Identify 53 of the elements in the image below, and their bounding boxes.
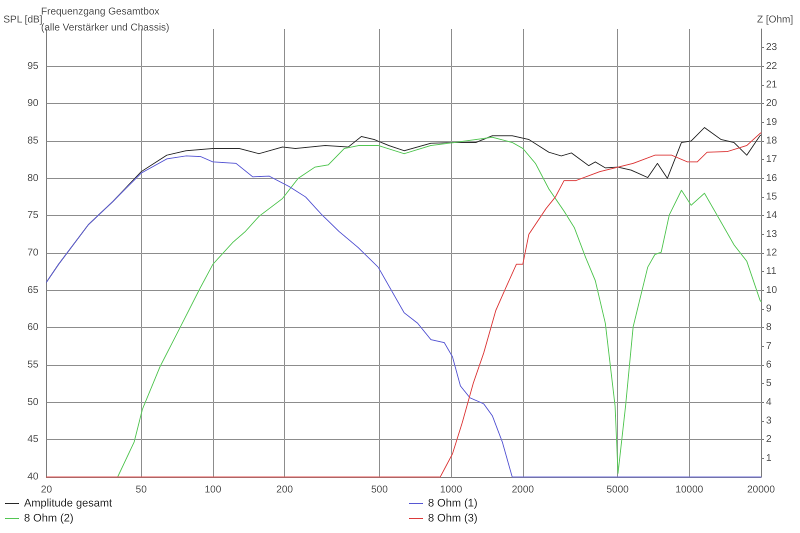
y-tick-label: 65 — [27, 284, 39, 296]
y2-tick-label: 8 — [766, 322, 772, 334]
y2-tick-label: 18 — [766, 136, 778, 146]
x-tick-label: 1000 — [440, 484, 463, 496]
y-tick-label: 80 — [27, 172, 39, 184]
y-tick-label: 75 — [27, 210, 39, 222]
y2-tick-label: 4 — [766, 396, 772, 408]
y-tick-label: 50 — [27, 396, 39, 408]
y2-tick-label: 5 — [766, 378, 772, 390]
y2-tick-label: 11 — [766, 266, 777, 278]
chart-subtitle: (alle Verstärker und Chassis) — [41, 22, 170, 34]
legend-label: 8 Ohm (2) — [24, 512, 74, 524]
x-tick-label: 50 — [136, 484, 148, 496]
x-tick-label: 10000 — [675, 484, 704, 496]
chart-title: Frequenzgang Gesamtbox — [41, 6, 160, 18]
y2-tick-label: 10 — [766, 284, 778, 296]
x-tick-label: 20 — [40, 484, 52, 496]
y-tick-label: 40 — [27, 472, 39, 482]
legend-label: 8 Ohm (1) — [428, 498, 478, 510]
x-tick-label: 20000 — [747, 484, 776, 496]
y-tick-label: 45 — [27, 434, 39, 446]
y2-tick-label: 22 — [766, 60, 778, 72]
y-tick-label: 85 — [27, 136, 39, 146]
y-tick-label: 95 — [27, 60, 39, 72]
x-tick-label: 5000 — [606, 484, 630, 496]
y2-tick-label: 6 — [766, 360, 772, 370]
y2-tick-label: 3 — [766, 416, 772, 426]
y2-tick-label: 17 — [766, 154, 778, 166]
y-tick-label: 60 — [27, 322, 39, 334]
x-tick-label: 200 — [276, 484, 294, 496]
y-tick-label: 55 — [27, 360, 39, 370]
legend-label: 8 Ohm (3) — [428, 512, 478, 524]
y2-tick-label: 21 — [766, 80, 778, 90]
y2-tick-label: 14 — [766, 210, 778, 222]
x-tick-label: 100 — [204, 484, 222, 496]
y2-tick-label: 20 — [766, 98, 778, 110]
y2-tick-label: 19 — [766, 116, 778, 128]
y2-tick-label: 23 — [766, 42, 778, 54]
x-tick-label: 2000 — [512, 484, 534, 496]
y2-tick-label: 15 — [766, 192, 778, 202]
x-tick-label: 500 — [371, 484, 388, 496]
y2-tick-label: 9 — [766, 304, 772, 314]
y2-tick-label: 13 — [766, 228, 778, 240]
y2-tick-label: 1 — [766, 452, 772, 464]
y2-tick-label: 2 — [766, 434, 772, 446]
y-tick-label: 90 — [27, 98, 39, 110]
y-axis-title: SPL [dB] — [3, 14, 43, 26]
y2-tick-label: 12 — [766, 248, 778, 258]
legend-label: Amplitude gesamt — [24, 498, 112, 510]
y2-tick-label: 16 — [766, 172, 778, 184]
y-tick-label: 70 — [27, 248, 39, 258]
y2-tick-label: 7 — [766, 340, 772, 352]
y2-axis-title: Z [Ohm] — [757, 14, 794, 26]
